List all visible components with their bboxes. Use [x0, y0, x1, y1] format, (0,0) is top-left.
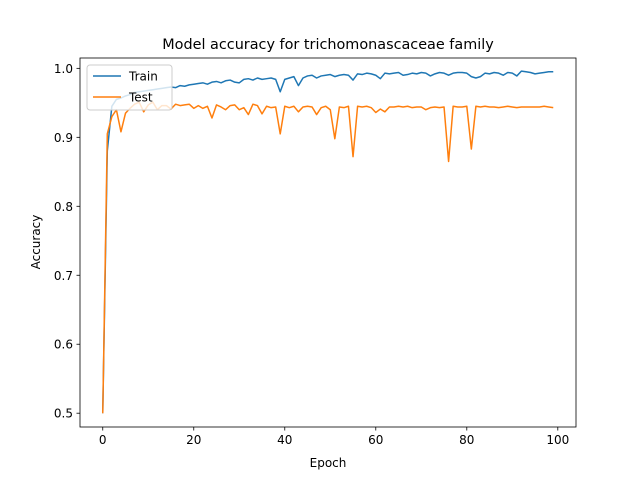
x-tick-label: 60	[368, 433, 383, 447]
y-tick-label: 1.0	[54, 62, 73, 76]
y-tick-label: 0.6	[54, 338, 73, 352]
x-axis: 0 20 40 60 80 100	[99, 427, 569, 447]
y-tick-label: 0.9	[54, 131, 73, 145]
y-axis-label: Accuracy	[29, 215, 43, 270]
x-tick-label: 80	[459, 433, 474, 447]
series-line-train	[102, 70, 554, 414]
legend-label-test: Test	[128, 91, 153, 105]
chart-title: Model accuracy for trichomonascaceae fam…	[162, 37, 494, 53]
x-tick-label: 100	[546, 433, 569, 447]
y-tick-label: 0.5	[54, 407, 73, 421]
series-line-test	[102, 101, 554, 414]
x-tick-label: 20	[186, 433, 201, 447]
plot-frame	[79, 57, 577, 428]
x-tick-label: 40	[277, 433, 292, 447]
y-tick-label: 0.7	[54, 269, 73, 283]
legend: Train Test	[86, 64, 173, 111]
x-axis-label: Epoch	[310, 456, 347, 470]
legend-label-train: Train	[128, 70, 158, 84]
plot-area	[102, 70, 554, 414]
y-axis: 0.5 0.6 0.7 0.8 0.9 1.0	[54, 62, 80, 421]
y-tick-label: 0.8	[54, 200, 73, 214]
x-tick-label: 0	[99, 433, 107, 447]
